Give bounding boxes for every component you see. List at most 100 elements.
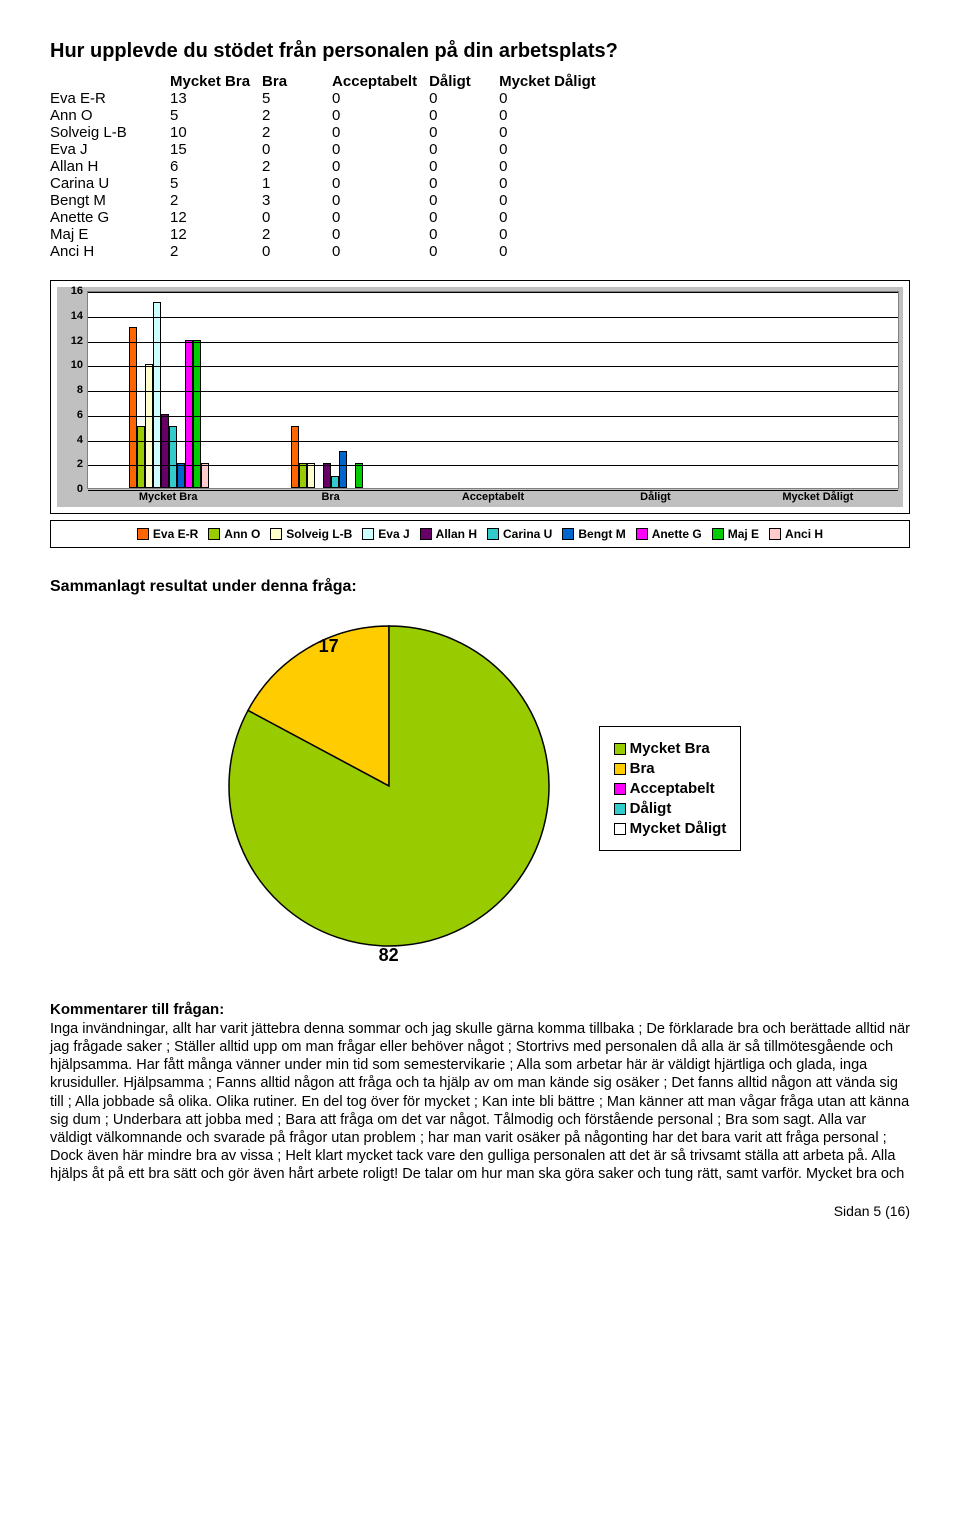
legend-item: Bra — [614, 760, 727, 777]
table-cell: 2 — [170, 192, 262, 209]
bar — [331, 476, 339, 488]
y-tick-label: 16 — [57, 285, 83, 297]
y-tick-label: 4 — [57, 434, 83, 446]
row-name: Anci H — [50, 243, 170, 260]
table-cell: 0 — [499, 90, 608, 107]
row-name: Maj E — [50, 226, 170, 243]
legend-swatch — [614, 743, 626, 755]
table-row: Ann O52000 — [50, 107, 608, 124]
legend-label: Eva J — [378, 527, 409, 541]
row-name: Ann O — [50, 107, 170, 124]
row-name: Eva J — [50, 141, 170, 158]
bar — [161, 414, 169, 488]
legend-swatch — [614, 803, 626, 815]
pie-chart-legend: Mycket BraBraAcceptabeltDåligtMycket Dål… — [599, 726, 742, 851]
table-cell: 5 — [262, 90, 332, 107]
legend-item: Carina U — [487, 527, 552, 541]
table-cell: 0 — [499, 226, 608, 243]
table-cell: 5 — [170, 107, 262, 124]
page-footer: Sidan 5 (16) — [50, 1203, 910, 1219]
y-tick-label: 2 — [57, 458, 83, 470]
y-tick-label: 14 — [57, 310, 83, 322]
bar — [169, 426, 177, 488]
table-cell: 5 — [170, 175, 262, 192]
table-cell: 0 — [332, 141, 429, 158]
legend-label: Acceptabelt — [630, 780, 715, 797]
row-name: Eva E-R — [50, 90, 170, 107]
legend-label: Ann O — [224, 527, 260, 541]
bar-group — [88, 292, 250, 488]
legend-swatch — [614, 823, 626, 835]
table-col-header: Bra — [262, 73, 332, 90]
bar-group — [412, 292, 574, 488]
table-row: Anci H20000 — [50, 243, 608, 260]
table-cell: 10 — [170, 124, 262, 141]
table-row: Solveig L-B102000 — [50, 124, 608, 141]
table-cell: 0 — [429, 226, 499, 243]
legend-label: Anette G — [652, 527, 702, 541]
bar-chart: Mycket BraBraAcceptabeltDåligtMycket Dål… — [50, 280, 910, 514]
legend-label: Bengt M — [578, 527, 625, 541]
comments-body: Inga invändningar, allt har varit jätteb… — [50, 1020, 910, 1183]
bar — [129, 327, 137, 488]
y-tick-label: 8 — [57, 384, 83, 396]
y-tick-label: 12 — [57, 335, 83, 347]
legend-item: Eva J — [362, 527, 409, 541]
x-tick-label: Dåligt — [574, 491, 736, 507]
table-row: Anette G120000 — [50, 209, 608, 226]
table-cell: 15 — [170, 141, 262, 158]
legend-label: Mycket Dåligt — [630, 820, 727, 837]
table-cell: 6 — [170, 158, 262, 175]
table-cell: 0 — [499, 175, 608, 192]
legend-item: Anci H — [769, 527, 823, 541]
table-cell: 0 — [429, 192, 499, 209]
table-cell: 0 — [332, 175, 429, 192]
legend-label: Solveig L-B — [286, 527, 352, 541]
x-tick-label: Mycket Dåligt — [737, 491, 899, 507]
legend-swatch — [137, 528, 149, 540]
bar-group — [250, 292, 412, 488]
table-cell: 0 — [332, 226, 429, 243]
table-cell: 0 — [429, 175, 499, 192]
table-cell: 0 — [262, 243, 332, 260]
legend-item: Mycket Bra — [614, 740, 727, 757]
table-cell: 0 — [332, 158, 429, 175]
table-cell: 0 — [499, 192, 608, 209]
table-col-header: Mycket Dåligt — [499, 73, 608, 90]
table-col-header: Acceptabelt — [332, 73, 429, 90]
row-name: Bengt M — [50, 192, 170, 209]
table-cell: 0 — [262, 141, 332, 158]
bar — [153, 302, 161, 488]
table-cell: 0 — [429, 243, 499, 260]
comments-title: Kommentarer till frågan: — [50, 1001, 910, 1018]
comments-section: Kommentarer till frågan: Inga invändning… — [50, 1001, 910, 1183]
legend-swatch — [270, 528, 282, 540]
bar — [355, 463, 363, 488]
row-name: Allan H — [50, 158, 170, 175]
x-tick-label: Mycket Bra — [87, 491, 249, 507]
table-cell: 0 — [429, 141, 499, 158]
bar-group — [736, 292, 898, 488]
table-cell: 12 — [170, 226, 262, 243]
table-cell: 0 — [429, 158, 499, 175]
table-cell: 2 — [262, 107, 332, 124]
table-cell: 0 — [499, 243, 608, 260]
legend-item: Anette G — [636, 527, 702, 541]
legend-item: Eva E-R — [137, 527, 198, 541]
table-cell: 3 — [262, 192, 332, 209]
legend-label: Eva E-R — [153, 527, 198, 541]
legend-swatch — [614, 763, 626, 775]
table-cell: 2 — [170, 243, 262, 260]
table-cell: 2 — [262, 124, 332, 141]
y-tick-label: 10 — [57, 359, 83, 371]
y-tick-label: 0 — [57, 483, 83, 495]
legend-swatch — [487, 528, 499, 540]
table-row: Carina U51000 — [50, 175, 608, 192]
table-cell: 0 — [332, 107, 429, 124]
legend-label: Anci H — [785, 527, 823, 541]
bar — [177, 463, 185, 488]
table-cell: 0 — [499, 209, 608, 226]
table-cell: 0 — [429, 209, 499, 226]
y-tick-label: 6 — [57, 409, 83, 421]
table-cell: 0 — [499, 124, 608, 141]
